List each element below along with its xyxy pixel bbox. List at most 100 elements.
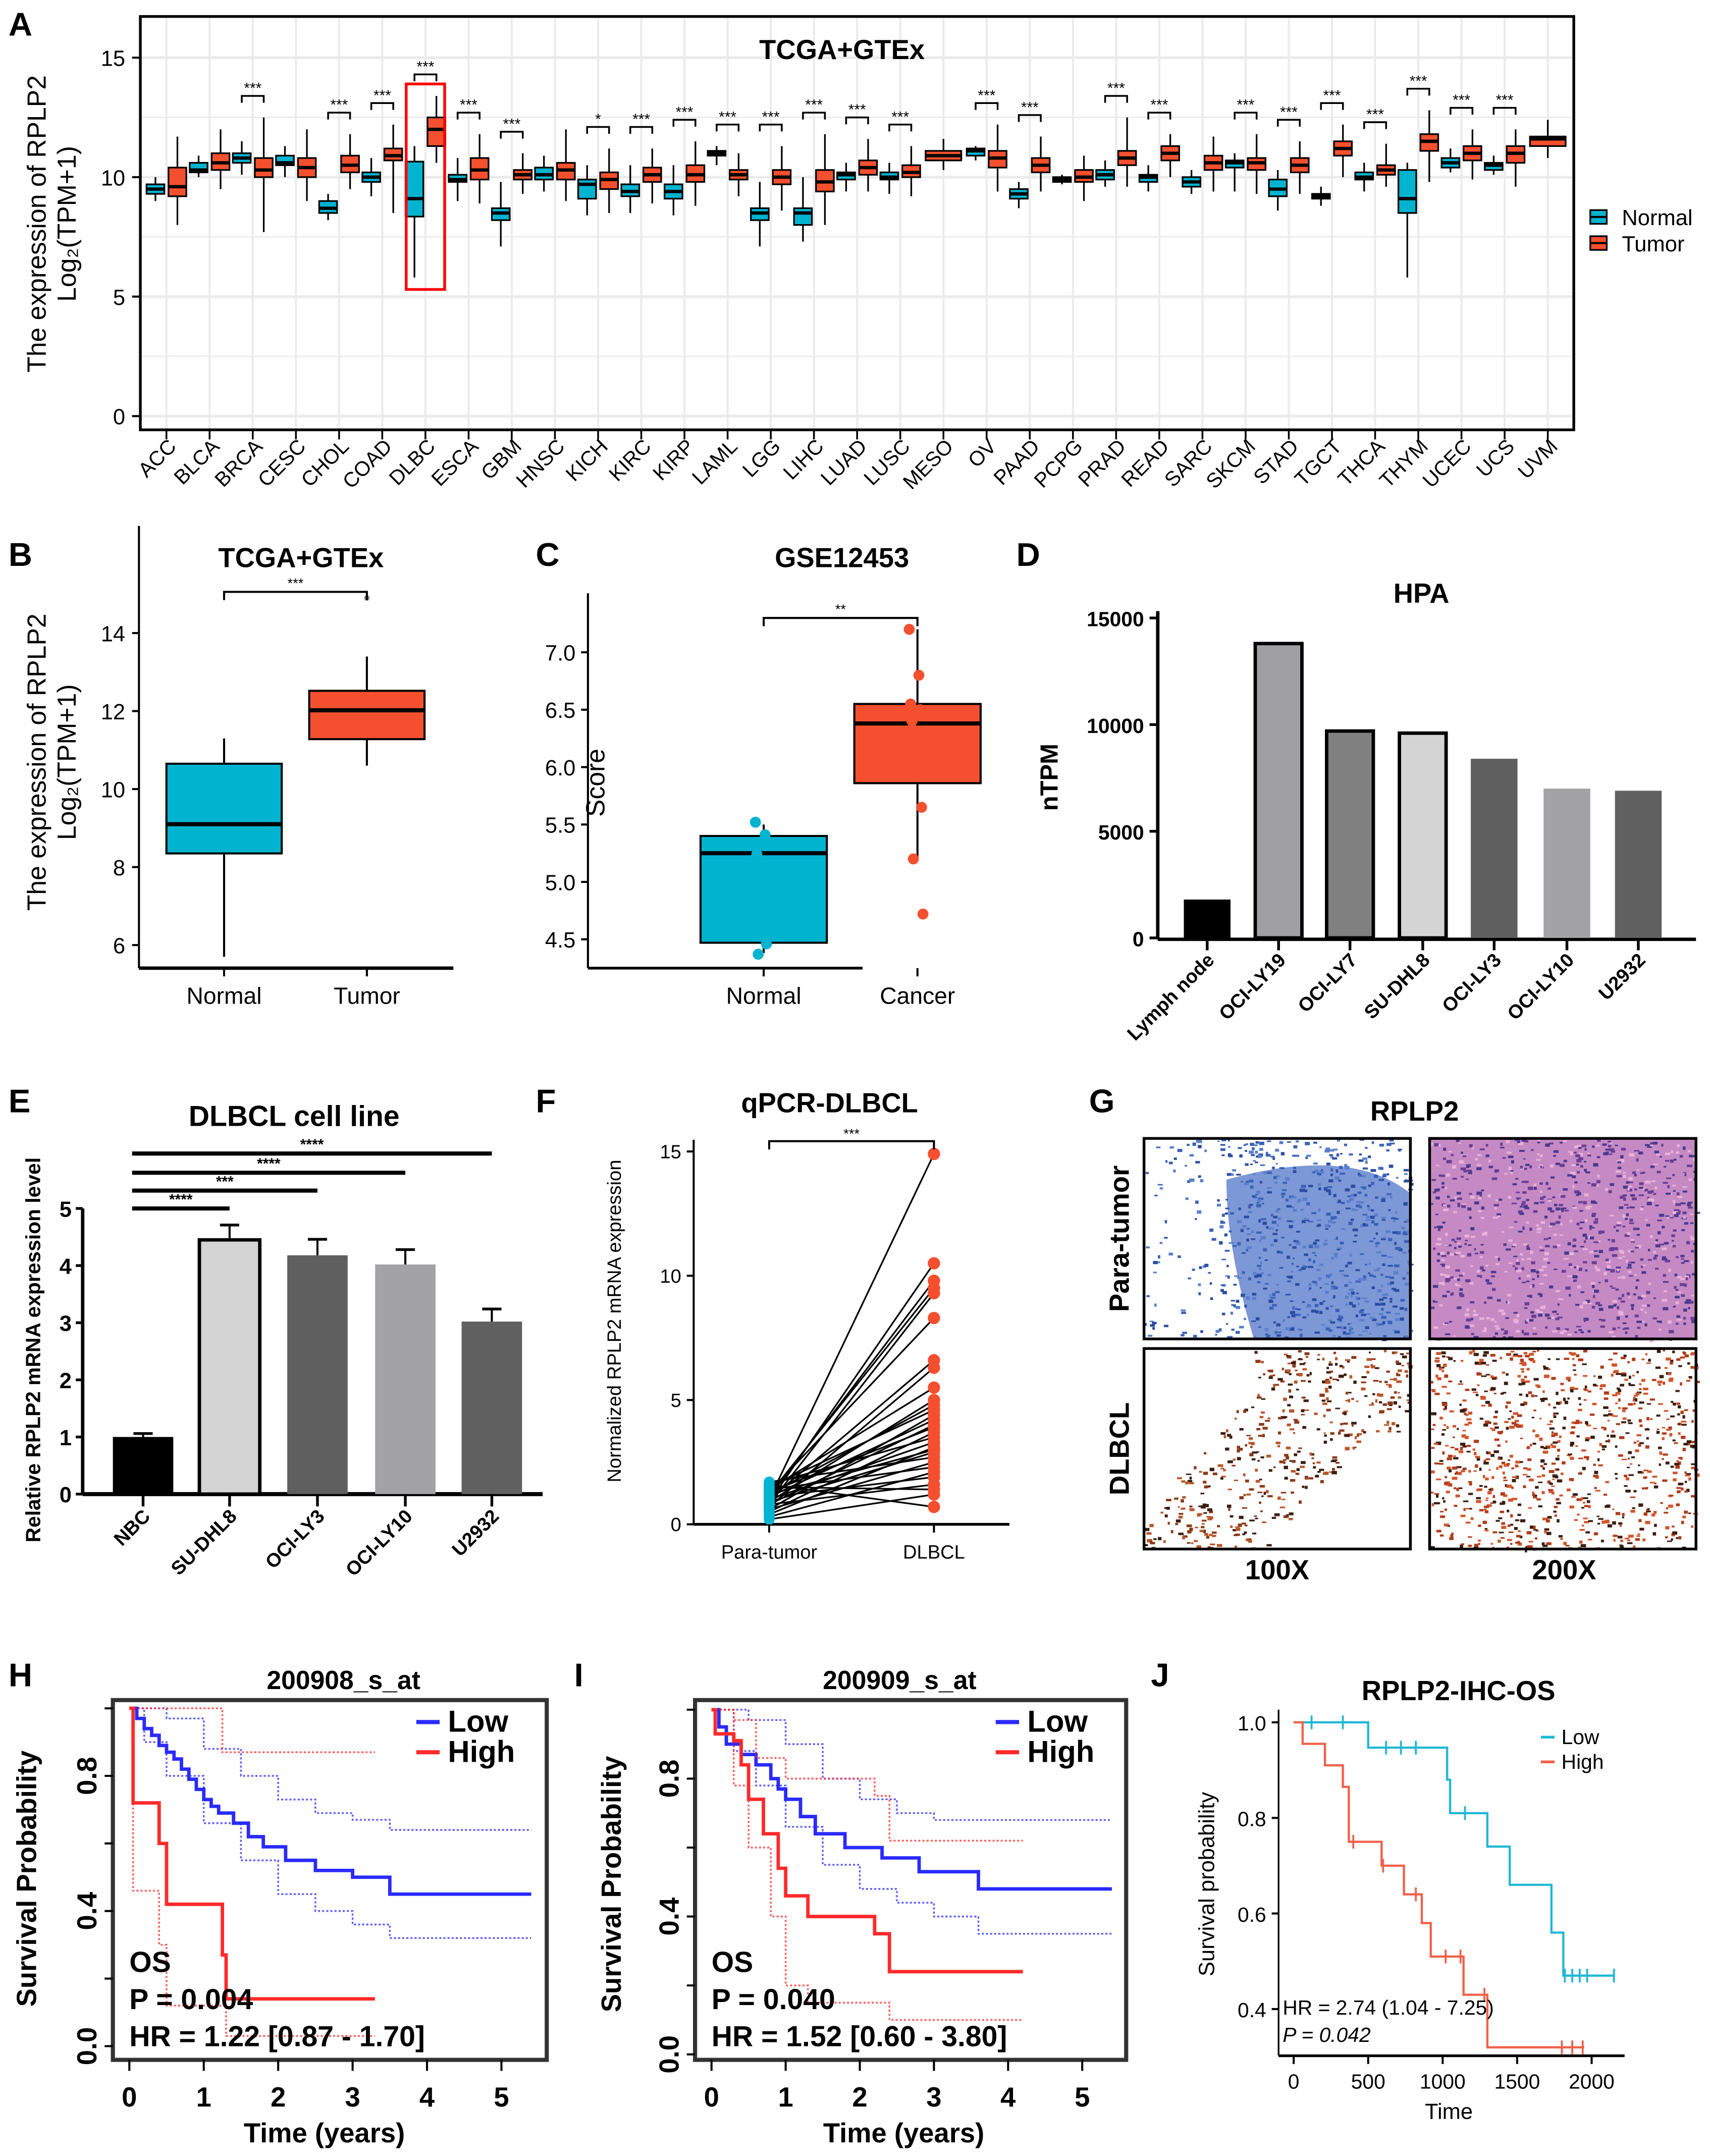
ihc-stain-mark (1291, 1206, 1295, 1208)
ihc-stain-mark (1400, 1317, 1404, 1321)
ihc-stain-mark (1469, 1193, 1472, 1195)
ihc-stain-mark (1531, 1416, 1534, 1418)
ihc-stain-mark (1627, 1232, 1631, 1235)
ihc-stain-mark (1404, 1370, 1408, 1373)
ihc-stain-mark (1483, 1327, 1487, 1331)
ihc-stain-mark (1556, 1327, 1561, 1330)
ihc-stain-mark (1334, 1216, 1337, 1219)
panel-f-ytick-label: 15 (660, 1142, 681, 1163)
ihc-stain-mark (1639, 1182, 1644, 1185)
ihc-stain-mark (1301, 1185, 1306, 1188)
ihc-stain-mark (1535, 1309, 1540, 1312)
ihc-stain-mark (1526, 1368, 1530, 1371)
ihc-stain-mark (1292, 1460, 1296, 1463)
ihc-stain-mark (1445, 1233, 1448, 1236)
ihc-stain-mark (1628, 1181, 1634, 1183)
ihc-stain-mark (1521, 1203, 1524, 1205)
ihc-stain-mark (1364, 1395, 1368, 1397)
ihc-stain-mark (1267, 1191, 1272, 1194)
ihc-stain-mark (1646, 1224, 1650, 1227)
ihc-stain-mark (1605, 1148, 1610, 1151)
ihc-stain-mark (1299, 1188, 1305, 1192)
ihc-stain-mark (1544, 1216, 1548, 1219)
ihc-stain-mark (1384, 1349, 1387, 1352)
ihc-stain-mark (1584, 1456, 1589, 1459)
ihc-stain-mark (1456, 1466, 1462, 1468)
ihc-stain-mark (1572, 1206, 1577, 1209)
ihc-stain-mark (1259, 1479, 1262, 1481)
panel-c-point-cancer (915, 704, 926, 715)
ihc-stain-mark (1384, 1381, 1388, 1384)
ihc-stain-mark (1676, 1358, 1681, 1361)
ihc-stain-mark (1195, 1200, 1199, 1204)
ihc-stain-mark (1677, 1144, 1680, 1147)
ihc-stain-mark (1669, 1330, 1674, 1334)
ihc-stain-mark (1249, 1179, 1254, 1183)
ihc-stain-mark (1370, 1216, 1375, 1219)
panel-i-ylabel: Survival Probability (596, 1756, 627, 2012)
ihc-stain-mark (1628, 1296, 1631, 1298)
panel-c-point-normal (751, 849, 763, 860)
ihc-stain-mark (1434, 1493, 1439, 1495)
panel-c-point-cancer (907, 853, 919, 865)
ihc-stain-mark (1279, 1417, 1282, 1419)
ihc-stain-mark (1346, 1207, 1351, 1210)
ihc-stain-mark (1508, 1459, 1511, 1461)
ihc-stain-mark (1303, 1399, 1309, 1402)
ihc-stain-mark (1255, 1468, 1258, 1472)
ihc-stain-mark (1690, 1222, 1694, 1224)
ihc-stain-mark (1502, 1231, 1505, 1233)
ihc-stain-mark (1163, 1325, 1169, 1328)
ihc-stain-mark (1359, 1153, 1362, 1155)
ihc-stain-mark (1445, 1278, 1451, 1281)
ihc-stain-mark (1587, 1539, 1592, 1541)
ihc-stain-mark (1601, 1427, 1605, 1429)
ihc-stain-mark (1545, 1182, 1548, 1185)
ihc-stain-mark (1255, 1480, 1260, 1483)
ihc-stain-mark (1500, 1510, 1505, 1513)
ihc-stain-mark (1583, 1349, 1588, 1353)
ihc-stain-mark (1512, 1265, 1515, 1267)
ihc-stain-mark (1329, 1421, 1333, 1424)
ihc-stain-mark (1216, 1203, 1221, 1207)
ihc-stain-mark (1456, 1191, 1461, 1195)
ihc-stain-mark (1220, 1467, 1224, 1469)
panel-f-pair-line (769, 1476, 934, 1498)
ihc-stain-mark (1585, 1206, 1590, 1210)
ihc-stain-mark (1370, 1169, 1376, 1172)
ihc-stain-mark (1695, 1474, 1700, 1477)
ihc-stain-mark (1479, 1467, 1482, 1471)
ihc-stain-mark (1474, 1252, 1479, 1254)
ihc-stain-mark (1309, 1452, 1313, 1455)
ihc-stain-mark (1580, 1221, 1585, 1224)
ihc-stain-mark (1553, 1150, 1559, 1153)
ihc-stain-mark (1547, 1261, 1551, 1264)
ihc-stain-mark (1636, 1371, 1639, 1374)
ihc-stain-mark (1471, 1333, 1474, 1335)
ihc-stain-mark (1511, 1160, 1514, 1164)
ihc-stain-mark (1189, 1528, 1193, 1532)
ihc-stain-mark (1636, 1321, 1642, 1323)
ihc-stain-mark (1383, 1173, 1387, 1177)
ihc-stain-mark (1432, 1424, 1436, 1426)
ihc-stain-mark (1402, 1277, 1406, 1280)
ihc-stain-mark (1501, 1461, 1506, 1465)
ihc-stain-mark (1483, 1351, 1489, 1354)
ihc-stain-mark (1447, 1204, 1451, 1208)
ihc-stain-mark (1553, 1154, 1556, 1157)
ihc-stain-mark (1276, 1284, 1279, 1286)
ihc-stain-mark (1355, 1280, 1361, 1283)
ihc-stain-mark (1524, 1376, 1527, 1379)
ihc-stain-mark (1675, 1203, 1681, 1206)
ihc-stain-mark (1510, 1514, 1513, 1518)
panel-f-point-para-tumor (764, 1479, 775, 1490)
ihc-stain-mark (1464, 1412, 1467, 1415)
ihc-stain-mark (1244, 1524, 1248, 1527)
ihc-stain-mark (1510, 1357, 1513, 1361)
ihc-stain-mark (1552, 1317, 1555, 1319)
ihc-stain-mark (1351, 1184, 1356, 1188)
ihc-stain-mark (1280, 1492, 1287, 1494)
ihc-stain-mark (1341, 1326, 1344, 1330)
ihc-stain-mark (1591, 1285, 1595, 1288)
panel-a-box-normal-DLBC-box (404, 161, 424, 218)
